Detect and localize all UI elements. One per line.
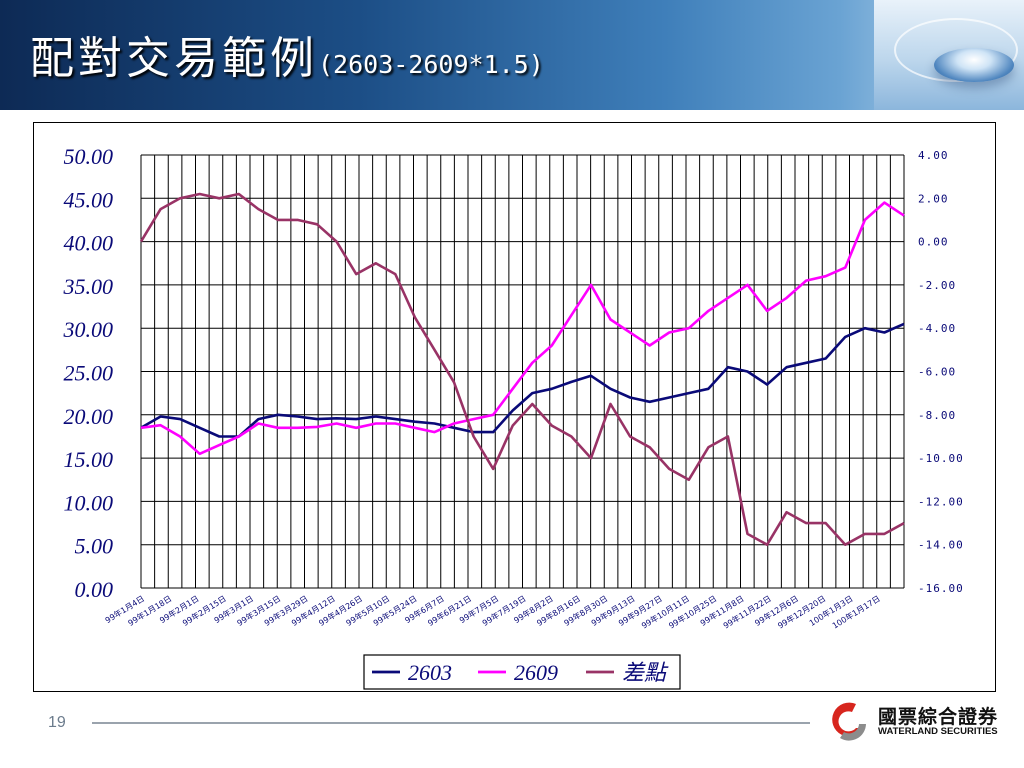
waterland-logo-icon — [832, 702, 866, 741]
y-right-tick-label: -2.00 — [918, 279, 956, 292]
ripple-decoration — [894, 18, 1018, 82]
y-left-tick-label: 5.00 — [75, 534, 114, 559]
droplet-decoration — [934, 48, 1014, 82]
company-logo: 國票綜合證券 WATERLAND SECURITIES — [826, 698, 1016, 746]
chart-frame: 0.00 5.00 10.00 15.00 20.00 25.00 30.00 35.00 40… — [33, 122, 996, 692]
series-line-2609 — [140, 201, 905, 456]
y-left-tick-label: 35.00 — [63, 274, 114, 299]
page-number: 19 — [48, 714, 66, 731]
y-left-tick-label: 30.00 — [63, 317, 114, 342]
company-name-chinese: 國票綜合證券 — [878, 706, 999, 728]
logo-arc-red — [832, 702, 864, 737]
y-left-tick-label: 15.00 — [64, 447, 114, 472]
y-left-tick-label: 20.00 — [64, 404, 114, 429]
slide-title-main: 配對交易範例 — [30, 33, 318, 84]
y-left-tick-label: 0.00 — [75, 577, 114, 602]
y-right-tick-label: -4.00 — [918, 322, 956, 335]
slide-title-subtitle: (2603-2609*1.5) — [318, 50, 544, 79]
y-left-tick-label: 40.00 — [64, 231, 114, 256]
y-left-tick-label: 10.00 — [64, 490, 114, 515]
y-right-tick-label: 2.00 — [918, 192, 949, 205]
y-right-tick-label: 4.00 — [918, 149, 949, 162]
water-drop-image — [874, 0, 1024, 110]
y-right-tick-label: -14.00 — [918, 539, 964, 552]
logo-arc-gray — [840, 724, 866, 741]
y-right-tick-label: -6.00 — [918, 366, 956, 379]
y-right-tick-label: -8.00 — [918, 409, 956, 422]
slide-title: 配對交易範例(2603-2609*1.5) — [30, 22, 544, 86]
y-right-tick-label: -12.00 — [918, 495, 964, 508]
series-line-差點 — [139, 192, 905, 547]
title-banner: 配對交易範例(2603-2609*1.5) — [0, 0, 1024, 110]
legend-label: 2609 — [514, 660, 558, 685]
legend-label: 差點 — [622, 660, 669, 685]
company-name-english: WATERLAND SECURITIES — [878, 726, 998, 737]
y-right-tick-label: -16.00 — [918, 582, 964, 595]
legend-label: 2603 — [408, 660, 452, 685]
y-right-tick-label: 0.00 — [918, 236, 949, 249]
series-line-2603 — [140, 322, 905, 438]
y-left-tick-label: 50.00 — [64, 144, 114, 169]
y-left-tick-label: 45.00 — [64, 187, 114, 212]
footer-divider — [92, 722, 810, 724]
y-left-tick-label: 25.00 — [64, 361, 114, 386]
line-chart: 0.00 5.00 10.00 15.00 20.00 25.00 30.00 35.00 40… — [63, 144, 964, 690]
legend-box — [363, 654, 681, 690]
y-right-tick-label: -10.00 — [918, 452, 964, 465]
